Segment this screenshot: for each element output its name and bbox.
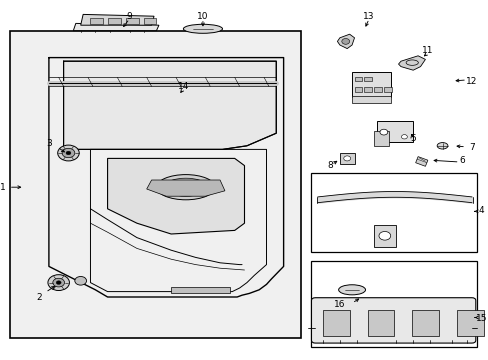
Bar — [90, 18, 102, 24]
Circle shape — [75, 276, 86, 285]
Circle shape — [401, 135, 407, 139]
Polygon shape — [107, 158, 244, 234]
Bar — [351, 72, 390, 97]
Bar — [351, 96, 390, 103]
Circle shape — [58, 145, 79, 161]
Bar — [108, 18, 121, 24]
Circle shape — [66, 151, 71, 155]
Bar — [322, 310, 349, 336]
Polygon shape — [337, 34, 354, 49]
Text: 4: 4 — [478, 206, 484, 215]
Ellipse shape — [163, 178, 207, 196]
Circle shape — [53, 278, 64, 287]
Text: 10: 10 — [197, 12, 208, 21]
Circle shape — [62, 148, 75, 158]
Bar — [364, 87, 371, 92]
Text: 2: 2 — [36, 292, 42, 302]
Bar — [144, 18, 156, 24]
Ellipse shape — [436, 143, 447, 149]
Ellipse shape — [183, 24, 222, 33]
Circle shape — [341, 39, 349, 44]
Polygon shape — [81, 14, 154, 25]
Bar — [373, 87, 381, 92]
Circle shape — [343, 156, 350, 161]
Text: 5: 5 — [409, 134, 415, 143]
Circle shape — [379, 129, 387, 135]
Text: 12: 12 — [465, 77, 477, 85]
Bar — [354, 87, 362, 92]
Text: 16: 16 — [333, 300, 345, 309]
Polygon shape — [398, 56, 425, 70]
Text: 6: 6 — [458, 156, 464, 165]
Circle shape — [378, 231, 390, 240]
Bar — [364, 77, 371, 81]
Text: 9: 9 — [126, 12, 132, 21]
Bar — [456, 310, 483, 336]
Text: 1: 1 — [0, 183, 5, 192]
Bar — [171, 287, 229, 293]
Ellipse shape — [156, 175, 215, 200]
Text: 13: 13 — [363, 12, 374, 21]
Bar — [373, 225, 395, 247]
Bar — [126, 18, 138, 24]
Bar — [310, 173, 476, 252]
Polygon shape — [73, 23, 159, 31]
Polygon shape — [146, 180, 224, 196]
Circle shape — [56, 281, 61, 284]
Bar — [376, 121, 412, 142]
Polygon shape — [415, 157, 427, 166]
Text: 7: 7 — [468, 143, 474, 152]
Bar — [339, 153, 354, 164]
Ellipse shape — [338, 285, 365, 295]
Bar — [10, 31, 300, 338]
Text: 3: 3 — [46, 139, 52, 148]
Bar — [310, 261, 476, 347]
Text: 11: 11 — [421, 46, 433, 55]
Polygon shape — [63, 61, 276, 149]
Text: 8: 8 — [326, 161, 332, 170]
Bar — [354, 77, 362, 81]
Bar — [383, 87, 391, 92]
FancyBboxPatch shape — [311, 298, 475, 343]
Bar — [367, 310, 394, 336]
Bar — [373, 131, 388, 146]
Text: 15: 15 — [475, 314, 487, 323]
Text: 14: 14 — [177, 82, 189, 91]
Circle shape — [48, 275, 69, 291]
Bar — [411, 310, 438, 336]
